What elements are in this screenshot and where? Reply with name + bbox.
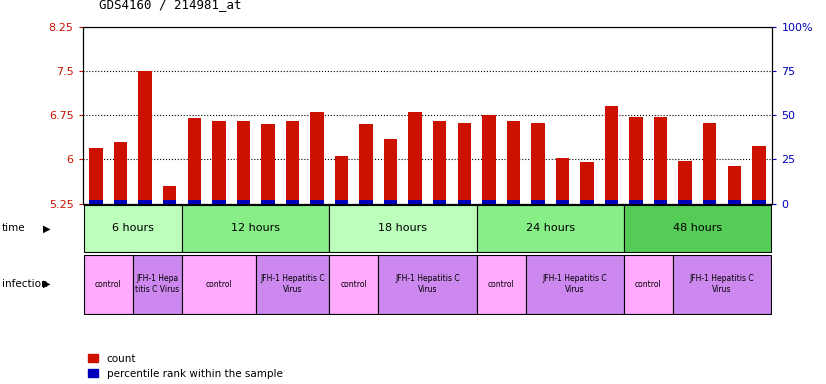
Bar bbox=[114, 200, 127, 204]
Bar bbox=[236, 200, 250, 204]
Text: infection: infection bbox=[2, 279, 47, 289]
Bar bbox=[212, 121, 225, 204]
Bar bbox=[311, 112, 324, 204]
Bar bbox=[458, 200, 471, 204]
Bar bbox=[605, 200, 619, 204]
Bar bbox=[605, 106, 619, 204]
Text: 6 hours: 6 hours bbox=[112, 223, 154, 233]
Bar bbox=[286, 121, 299, 204]
Bar bbox=[629, 200, 643, 204]
Bar bbox=[624, 205, 771, 252]
Bar bbox=[556, 200, 569, 204]
Bar bbox=[384, 139, 397, 204]
Text: control: control bbox=[206, 280, 232, 289]
Bar bbox=[678, 200, 692, 204]
Bar bbox=[525, 255, 624, 314]
Bar bbox=[654, 200, 667, 204]
Bar bbox=[139, 71, 152, 204]
Bar bbox=[506, 200, 520, 204]
Bar bbox=[703, 200, 716, 204]
Bar bbox=[580, 200, 594, 204]
Bar bbox=[236, 121, 250, 204]
Bar bbox=[83, 205, 182, 252]
Bar bbox=[114, 142, 127, 204]
Bar bbox=[163, 186, 177, 204]
Bar bbox=[728, 166, 741, 204]
Text: 12 hours: 12 hours bbox=[231, 223, 280, 233]
Text: control: control bbox=[340, 280, 368, 289]
Text: control: control bbox=[487, 280, 515, 289]
Bar bbox=[678, 161, 692, 204]
Text: time: time bbox=[2, 223, 26, 233]
Bar bbox=[531, 123, 544, 204]
Bar bbox=[531, 200, 544, 204]
Bar bbox=[188, 118, 201, 204]
Text: JFH-1 Hepatitis C
Virus: JFH-1 Hepatitis C Virus bbox=[543, 275, 607, 294]
Bar bbox=[163, 200, 177, 204]
Bar bbox=[477, 255, 525, 314]
Bar bbox=[477, 205, 624, 252]
Bar bbox=[752, 146, 766, 204]
Bar bbox=[378, 255, 477, 314]
Bar bbox=[286, 200, 299, 204]
Text: ▶: ▶ bbox=[43, 279, 50, 289]
Bar bbox=[482, 200, 496, 204]
Bar bbox=[482, 115, 496, 204]
Bar bbox=[408, 112, 422, 204]
Text: control: control bbox=[95, 280, 121, 289]
Bar bbox=[752, 200, 766, 204]
Bar bbox=[83, 255, 133, 314]
Text: JFH-1 Hepa
titis C Virus: JFH-1 Hepa titis C Virus bbox=[135, 275, 179, 294]
Bar bbox=[89, 200, 103, 204]
Text: control: control bbox=[635, 280, 662, 289]
Text: 24 hours: 24 hours bbox=[525, 223, 575, 233]
Bar bbox=[359, 124, 373, 204]
Bar bbox=[624, 255, 673, 314]
Bar bbox=[703, 123, 716, 204]
Text: ▶: ▶ bbox=[43, 223, 50, 233]
Text: 48 hours: 48 hours bbox=[673, 223, 722, 233]
Bar bbox=[433, 200, 447, 204]
Bar bbox=[629, 117, 643, 204]
Bar bbox=[654, 117, 667, 204]
Bar bbox=[433, 121, 447, 204]
Bar bbox=[133, 255, 182, 314]
Bar bbox=[506, 121, 520, 204]
Bar bbox=[182, 205, 330, 252]
Bar bbox=[556, 158, 569, 204]
Bar bbox=[335, 200, 349, 204]
Bar bbox=[408, 200, 422, 204]
Bar bbox=[182, 255, 255, 314]
Bar bbox=[212, 200, 225, 204]
Bar bbox=[335, 156, 349, 204]
Bar bbox=[261, 200, 275, 204]
Bar bbox=[728, 200, 741, 204]
Text: JFH-1 Hepatitis C
Virus: JFH-1 Hepatitis C Virus bbox=[260, 275, 325, 294]
Bar bbox=[89, 147, 103, 204]
Text: JFH-1 Hepatitis C
Virus: JFH-1 Hepatitis C Virus bbox=[395, 275, 460, 294]
Text: GDS4160 / 214981_at: GDS4160 / 214981_at bbox=[99, 0, 242, 12]
Bar bbox=[330, 255, 378, 314]
Text: JFH-1 Hepatitis C
Virus: JFH-1 Hepatitis C Virus bbox=[690, 275, 754, 294]
Bar bbox=[261, 124, 275, 204]
Bar bbox=[673, 255, 771, 314]
Legend: count, percentile rank within the sample: count, percentile rank within the sample bbox=[88, 354, 282, 379]
Bar bbox=[139, 200, 152, 204]
Bar bbox=[330, 205, 477, 252]
Bar bbox=[311, 200, 324, 204]
Bar bbox=[580, 162, 594, 204]
Bar bbox=[359, 200, 373, 204]
Bar bbox=[255, 255, 330, 314]
Text: 18 hours: 18 hours bbox=[378, 223, 427, 233]
Bar bbox=[384, 200, 397, 204]
Bar bbox=[458, 123, 471, 204]
Bar bbox=[188, 200, 201, 204]
